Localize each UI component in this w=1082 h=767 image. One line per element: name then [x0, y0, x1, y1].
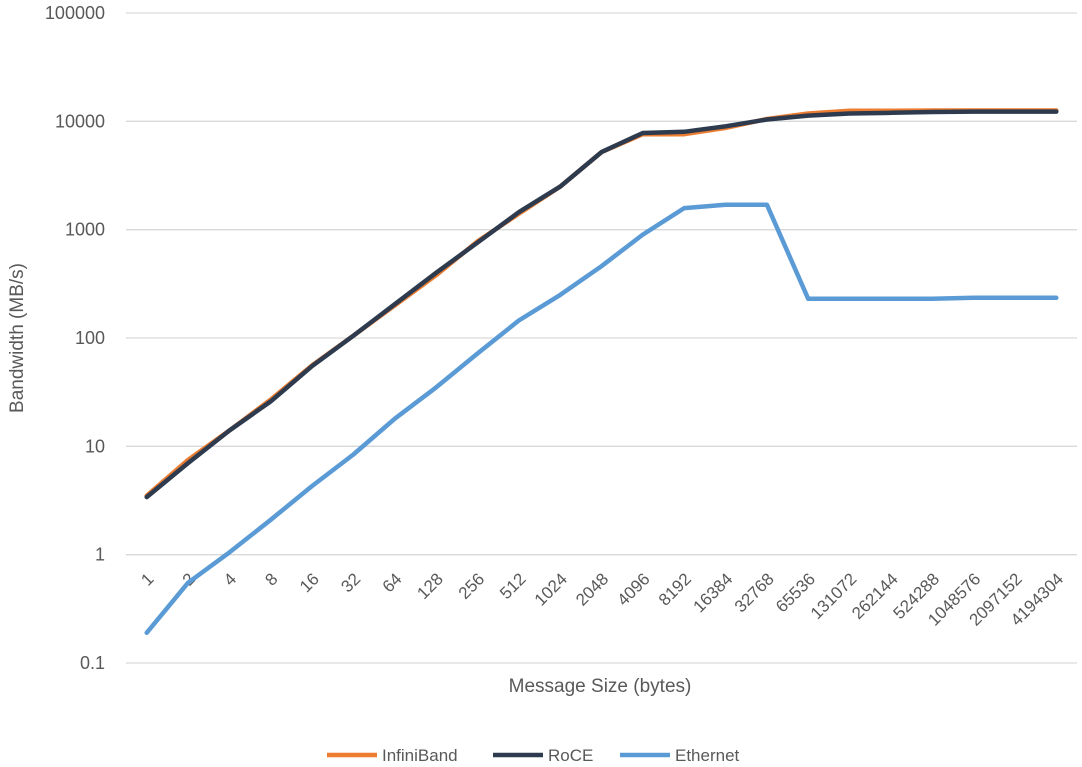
x-tick-label: 1024 [531, 569, 571, 609]
x-axis-ticks: 1 2 4 8 16 32 64 128 256 512 1024 2048 4096 819216384… [137, 569, 1067, 629]
x-axis-title: Message Size (bytes) [509, 676, 692, 697]
x-tick-label: 512 [496, 569, 529, 602]
y-tick-label: 10000 [55, 111, 105, 131]
x-tick-label: 16384 [690, 569, 737, 616]
y-tick-label: 1 [95, 545, 105, 565]
y-axis-title: Bandwidth (MB/s) [7, 263, 28, 413]
series-line-roce [144, 109, 1059, 500]
x-tick-label: 4 [220, 569, 240, 589]
x-tick-label: 2048 [572, 569, 612, 609]
x-tick-label: 8 [261, 569, 281, 589]
x-tick-label: 16 [296, 569, 323, 596]
legend-label: RoCE [548, 746, 593, 765]
x-tick-label: 64 [379, 569, 406, 596]
series-line-ethernet [144, 202, 1059, 636]
x-tick-label: 4096 [613, 569, 653, 609]
y-tick-label: 0.1 [80, 653, 105, 673]
y-tick-label: 10 [85, 436, 105, 456]
x-tick-label: 32768 [731, 569, 778, 616]
y-tick-label: 100000 [45, 3, 105, 23]
x-tick-label: 32 [337, 569, 364, 596]
y-tick-label: 100 [75, 328, 105, 348]
x-tick-label: 1 [137, 569, 157, 589]
gridlines [126, 12, 1077, 664]
x-tick-label: 128 [413, 569, 446, 602]
x-tick-label: 256 [455, 569, 488, 602]
series-line-infiniband [144, 108, 1059, 498]
series-lines [144, 108, 1059, 636]
legend: InfiniBand RoCE Ethernet [327, 746, 740, 765]
y-tick-label: 1000 [65, 220, 105, 240]
y-axis-ticks: 0.1 1 10 100 1000 10000 100000 [45, 3, 105, 673]
legend-label: Ethernet [675, 746, 740, 765]
legend-label: InfiniBand [382, 746, 458, 765]
